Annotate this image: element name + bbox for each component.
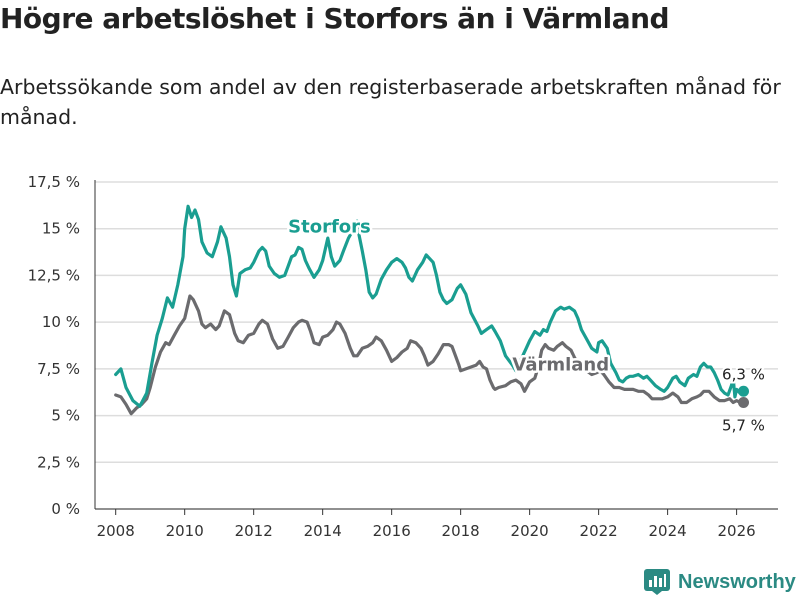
x-tick-label: 2018 <box>442 522 480 540</box>
y-tick-label: 10 % <box>42 313 80 331</box>
end-value-label-storfors: 6,3 % <box>722 365 765 383</box>
y-tick-label: 12,5 % <box>28 266 80 284</box>
y-tick-label: 15 % <box>42 220 80 238</box>
x-tick-label: 2012 <box>235 522 273 540</box>
series-name-label-varmland: Värmland <box>512 355 609 376</box>
gridlines <box>95 181 778 510</box>
brand-logo: Newsworthy <box>644 569 796 595</box>
chart-title: Högre arbetslöshet i Storfors än i Värml… <box>0 2 670 35</box>
end-point-storfors <box>738 385 750 397</box>
y-tick-label: 0 % <box>51 500 80 518</box>
x-tick-label: 2008 <box>97 522 135 540</box>
end-value-label-varmland: 5,7 % <box>722 416 765 434</box>
series-name-label-storfors: Storfors <box>288 216 371 237</box>
bar-chart-logo-icon <box>644 569 670 595</box>
axes: 0 % 2,5 % 5 % 7,5 % 10 % 12,5 % 15 % 17,5 % 2008… <box>28 173 778 540</box>
y-tick-label: 5 % <box>51 407 80 425</box>
x-tick-label: 2026 <box>718 522 756 540</box>
x-tick-label: 2016 <box>373 522 411 540</box>
x-tick-label: 2024 <box>649 522 687 540</box>
x-tick-label: 2020 <box>511 522 549 540</box>
y-tick-label: 7,5 % <box>37 360 80 378</box>
series-line-storfors <box>114 204 746 408</box>
chart-subtitle: Arbetssökande som andel av den registerb… <box>0 75 781 129</box>
series-labels: Storfors Värmland 6,3 % 5,7 % <box>286 214 767 437</box>
x-tick-label: 2022 <box>580 522 618 540</box>
series-line-varmland <box>114 294 746 416</box>
x-tick-label: 2014 <box>304 522 342 540</box>
end-point-varmland <box>738 396 750 408</box>
y-tick-label: 17,5 % <box>28 173 80 191</box>
x-tick-label: 2010 <box>166 522 204 540</box>
y-tick-label: 2,5 % <box>37 453 80 471</box>
brand-name: Newsworthy <box>678 570 796 593</box>
series <box>114 204 750 416</box>
